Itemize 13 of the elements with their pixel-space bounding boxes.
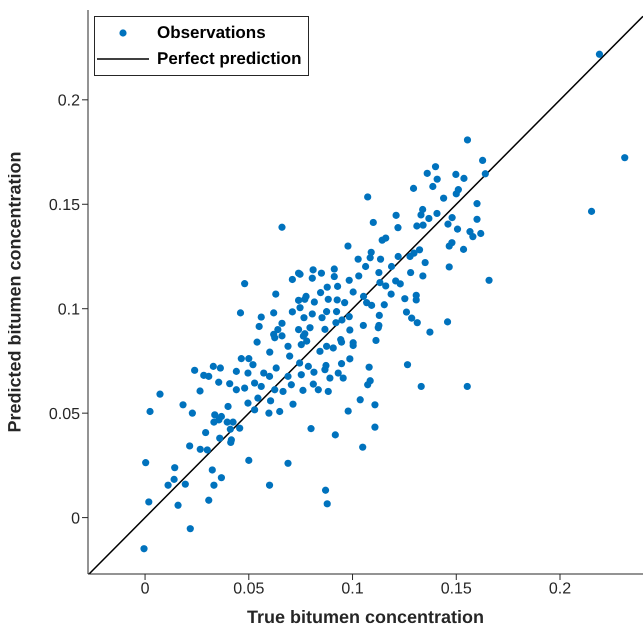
y-tick-label: 0.2	[58, 92, 80, 110]
x-tick-label: 0	[140, 580, 150, 598]
x-tick-label: 0.1	[341, 580, 364, 598]
y-tick-label: 0.15	[48, 196, 80, 214]
x-tick-label: 0.05	[233, 580, 264, 598]
legend-label: Observations	[157, 22, 266, 44]
y-tick-label: 0.1	[58, 301, 80, 318]
y-tick-label: 0.05	[48, 406, 80, 423]
x-tick-label: 0.15	[440, 580, 472, 598]
x-axis-title: True bitumen concentration	[246, 607, 484, 627]
y-tick-label: 0	[71, 510, 80, 528]
legend-label: Perfect prediction	[157, 48, 302, 70]
x-tick-label: 0.2	[548, 580, 572, 598]
